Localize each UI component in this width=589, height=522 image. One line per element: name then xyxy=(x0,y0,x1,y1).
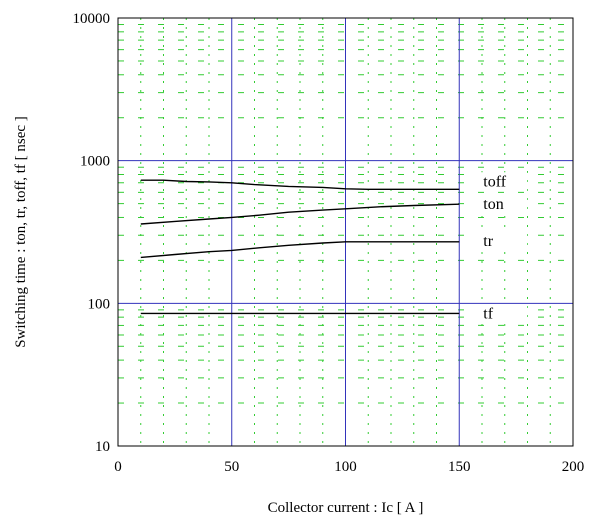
series-layer xyxy=(140,179,460,315)
major-grid xyxy=(118,18,573,446)
x-tick-label: 200 xyxy=(562,459,585,475)
y-axis-ticks: 10 100 1000 10000 xyxy=(73,11,111,455)
y-tick-label: 10000 xyxy=(73,11,111,27)
series-label-bg-tf xyxy=(477,304,528,324)
series-label-bg-ton xyxy=(477,195,528,215)
x-axis-label: Collector current : Ic [ A ] xyxy=(268,500,424,516)
x-tick-label: 100 xyxy=(334,459,357,475)
x-tick-label: 150 xyxy=(448,459,471,475)
series-labels: toff ton tr tf xyxy=(477,172,528,324)
series-label-bg-tr xyxy=(477,231,528,251)
series-label-bg-toff xyxy=(477,172,528,192)
plot-frame xyxy=(117,17,574,447)
series-label-toff: toff xyxy=(483,173,506,190)
series-line-tr xyxy=(140,241,460,259)
series-label-tr: tr xyxy=(483,233,493,250)
y-tick-label: 1000 xyxy=(80,154,110,170)
series-line-toff xyxy=(140,179,460,191)
series-line-ton xyxy=(140,203,460,225)
y-tick-label: 10 xyxy=(95,439,110,455)
series-label-tf: tf xyxy=(483,305,493,322)
x-tick-label: 50 xyxy=(224,459,239,475)
series-label-ton: ton xyxy=(483,196,503,213)
x-tick-label: 0 xyxy=(114,459,122,475)
y-axis-label: Switching time : ton, tr, toff, tf [ nse… xyxy=(13,116,29,348)
y-tick-label: 100 xyxy=(88,296,111,312)
x-axis-ticks: 0 50 100 150 200 xyxy=(114,459,584,475)
